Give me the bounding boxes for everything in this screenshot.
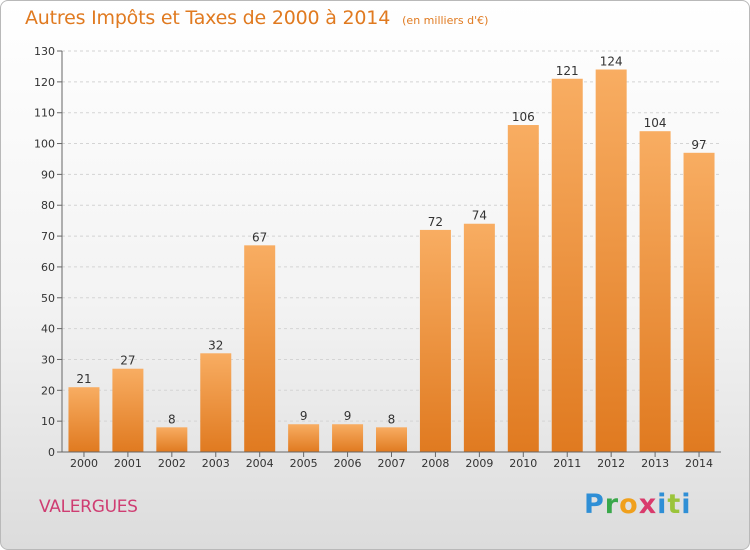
bar-2010	[507, 125, 539, 453]
bar-2013	[639, 131, 671, 452]
bar-2000	[68, 387, 100, 452]
data-label: 97	[691, 138, 706, 152]
bar-2014	[683, 152, 715, 453]
bar-2005	[288, 424, 320, 452]
x-tick-label: 2007	[378, 457, 406, 470]
x-tick-label: 2014	[685, 457, 713, 470]
y-tick-label: 50	[41, 292, 55, 305]
x-tick-label: 2000	[70, 457, 98, 470]
data-label: 9	[344, 409, 352, 423]
y-tick-label: 110	[34, 107, 55, 120]
y-tick-label: 130	[34, 45, 55, 58]
x-tick-label: 2008	[421, 457, 449, 470]
bar-2003	[200, 353, 232, 452]
x-tick-label: 2009	[465, 457, 493, 470]
y-tick-label: 30	[41, 353, 55, 366]
chart-title-text: Autres Impôts et Taxes de 2000 à 2014	[25, 7, 391, 29]
x-tick-label: 2010	[509, 457, 537, 470]
proxiti-logo: Proxiti	[584, 489, 692, 520]
bar-2008	[419, 229, 451, 452]
y-tick-label: 80	[41, 199, 55, 212]
data-label: 106	[512, 110, 535, 124]
x-tick-label: 2013	[641, 457, 669, 470]
x-tick-label: 2001	[114, 457, 142, 470]
y-tick-label: 70	[41, 230, 55, 243]
chart-unit: (en milliers d'€)	[402, 14, 489, 27]
bar-2011	[551, 78, 583, 452]
bar-2012	[595, 69, 627, 452]
data-label: 72	[428, 215, 443, 229]
y-tick-label: 60	[41, 261, 55, 274]
x-tick-label: 2003	[202, 457, 230, 470]
data-label: 8	[168, 412, 176, 426]
x-tick-label: 2002	[158, 457, 186, 470]
data-label: 8	[388, 412, 396, 426]
bar-2001	[112, 368, 144, 452]
y-tick-label: 40	[41, 323, 55, 336]
data-label: 32	[208, 338, 223, 352]
data-label: 21	[76, 372, 91, 386]
y-tick-label: 100	[34, 138, 55, 151]
data-label: 121	[556, 64, 579, 78]
x-tick-label: 2012	[597, 457, 625, 470]
y-tick-label: 90	[41, 168, 55, 181]
data-label: 9	[300, 409, 308, 423]
x-tick-label: 2006	[334, 457, 362, 470]
y-tick-label: 10	[41, 415, 55, 428]
y-tick-label: 20	[41, 384, 55, 397]
data-label: 27	[120, 354, 135, 368]
x-tick-label: 2004	[246, 457, 274, 470]
data-label: 124	[600, 55, 623, 69]
bar-2007	[376, 427, 407, 452]
y-tick-label: 0	[48, 446, 55, 459]
chart-title: Autres Impôts et Taxes de 2000 à 2014 (e…	[25, 7, 488, 29]
bar-2002	[156, 427, 188, 452]
data-label: 67	[252, 230, 267, 244]
bar-2009	[463, 223, 495, 452]
x-tick-label: 2011	[553, 457, 581, 470]
bar-2004	[244, 245, 276, 452]
location-name: VALERGUES	[39, 497, 138, 517]
data-label: 104	[644, 116, 667, 130]
data-label: 74	[472, 209, 487, 223]
y-tick-label: 120	[34, 76, 55, 89]
bar-2006	[332, 424, 364, 452]
x-tick-label: 2005	[290, 457, 318, 470]
